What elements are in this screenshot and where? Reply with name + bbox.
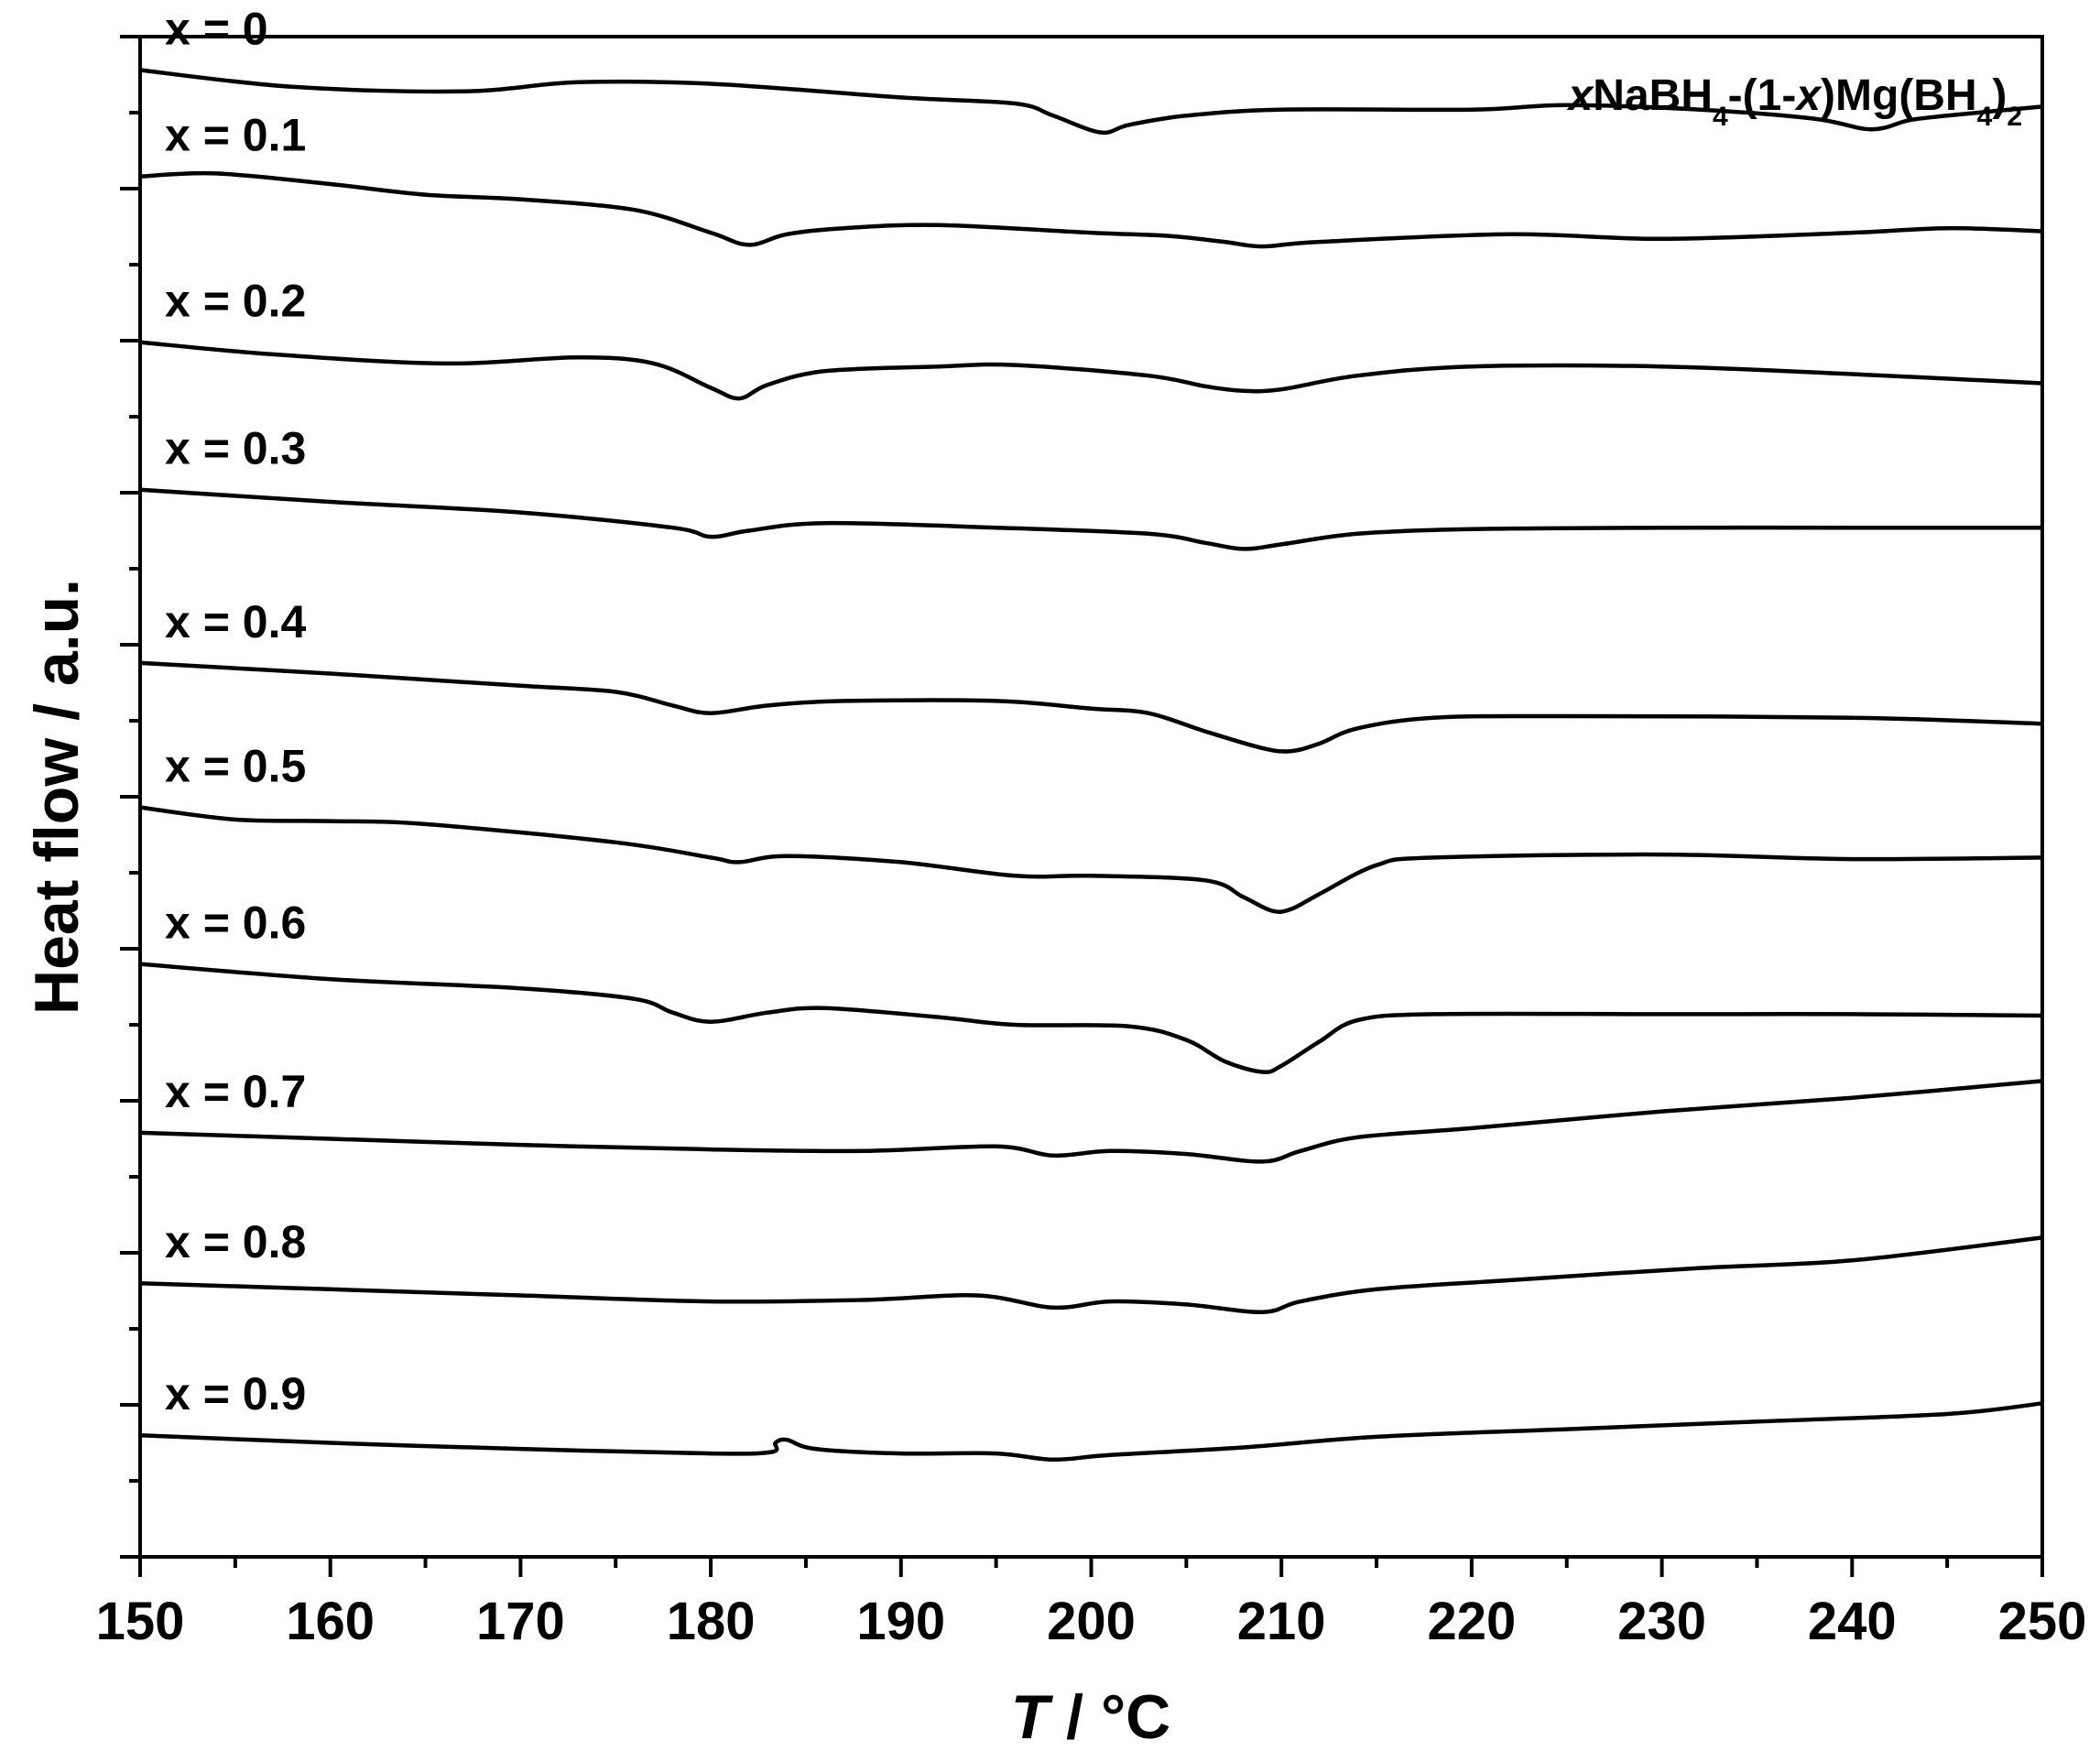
- x-tick-label: 170: [476, 1592, 565, 1651]
- y-axis-title: Heat flow / a.u.: [22, 579, 92, 1015]
- series-label: x = 0.4: [165, 596, 306, 647]
- series-line: [139, 170, 2043, 249]
- x-axis-separator: /: [1049, 1682, 1101, 1752]
- series-label: x = 0.2: [165, 276, 306, 327]
- series-label: x = 0.6: [165, 897, 306, 949]
- series-labels: x = 0 x = 0.1 x = 0.2 x = 0.3 x = 0.4 x = 0.5…: [165, 4, 306, 1420]
- series-line: [139, 1401, 2043, 1463]
- x-tick-label: 250: [1998, 1592, 2087, 1651]
- x-tick-label: 240: [1808, 1592, 1897, 1651]
- series-label: x = 0.5: [165, 741, 306, 792]
- series-line: [139, 805, 2043, 914]
- series-lines: [139, 68, 2043, 1463]
- composition-annotation: xNaBH4-(1-x)Mg(BH4)2: [1566, 71, 2022, 132]
- series-line: [139, 1235, 2043, 1314]
- x-axis-unit: °C: [1101, 1682, 1170, 1752]
- series-label: x = 0: [165, 4, 268, 55]
- x-tick-label: 160: [286, 1592, 375, 1651]
- x-tick-label: 180: [667, 1592, 756, 1651]
- y-axis-ticks: [120, 35, 140, 1559]
- x-axis-ticks: 150 160 170 180 190 200 210 220 230 240 250: [96, 1557, 2087, 1651]
- x-tick-label: 200: [1047, 1592, 1136, 1651]
- x-tick-label: 150: [96, 1592, 185, 1651]
- series-label: x = 0.1: [165, 110, 306, 161]
- series-line: [139, 487, 2042, 551]
- series-line: [139, 1079, 2043, 1164]
- x-tick-label: 210: [1237, 1592, 1326, 1651]
- x-tick-label: 220: [1428, 1592, 1517, 1651]
- series-line: [139, 340, 2043, 401]
- x-axis-title: T / °C: [1011, 1682, 1171, 1752]
- x-tick-label: 190: [856, 1592, 945, 1651]
- series-label: x = 0.3: [165, 423, 306, 474]
- series-label: x = 0.7: [165, 1066, 306, 1117]
- series-line: [139, 962, 2043, 1074]
- series-label: x = 0.9: [165, 1368, 306, 1419]
- x-axis-variable: T: [1011, 1682, 1054, 1752]
- series-label: x = 0.8: [165, 1216, 306, 1267]
- plot-frame: [138, 35, 2044, 1559]
- x-tick-label: 230: [1617, 1592, 1706, 1651]
- series-line: [139, 660, 2043, 754]
- series-line: [139, 68, 2043, 136]
